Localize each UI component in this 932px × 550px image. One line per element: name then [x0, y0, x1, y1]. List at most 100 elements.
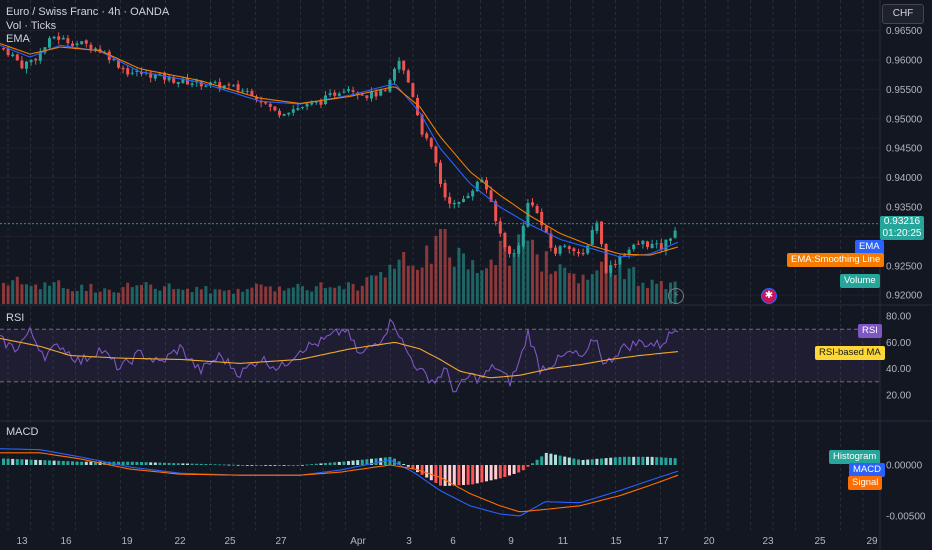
macd-histogram-bar	[388, 456, 392, 465]
candle-body	[186, 77, 189, 85]
currency-button[interactable]: CHF	[882, 4, 924, 24]
macd-histogram-bar	[218, 464, 222, 466]
candle-body	[443, 183, 447, 198]
macd-histogram-bar	[163, 462, 166, 465]
macd-histogram-bar	[416, 465, 419, 473]
candle-body	[264, 101, 268, 104]
candle-body	[452, 202, 456, 205]
volume-bar	[264, 286, 268, 304]
macd-histogram-bar	[448, 465, 452, 486]
candle-body	[549, 233, 553, 248]
volume-bar	[498, 240, 502, 304]
candle-body	[130, 72, 134, 74]
volume-bar	[452, 266, 456, 304]
volume-bar	[577, 283, 580, 304]
candle-body	[190, 83, 194, 86]
candle-body	[296, 108, 300, 110]
time-tick-label: 19	[121, 536, 133, 547]
macd-histogram-bar	[600, 458, 603, 465]
macd-histogram-bar	[503, 465, 507, 477]
macd-histogram-bar	[232, 464, 235, 466]
volume-bar	[600, 261, 603, 304]
candle-body	[153, 74, 157, 79]
candle-body	[121, 67, 125, 70]
price-tick-label: 0.96500	[886, 26, 923, 37]
candle-body	[563, 245, 567, 247]
candles	[2, 32, 677, 487]
volume-bar	[623, 279, 626, 304]
macd-histogram-bar	[61, 460, 65, 465]
price-tick-label: 0.96000	[886, 55, 923, 66]
volume-bar	[324, 288, 327, 304]
macd-histogram-bar	[420, 465, 424, 475]
macd-histogram-bar	[370, 458, 373, 465]
volume-bar	[471, 260, 475, 304]
volume-bar	[347, 282, 350, 304]
macd-histogram-bar	[75, 461, 79, 465]
price-tick-label: 0.92500	[886, 261, 923, 272]
volume-bar	[190, 292, 194, 304]
volume-bar	[121, 287, 125, 304]
time-tick-label: Apr	[350, 536, 366, 547]
last-price-box: 0.93216 01:20:25	[880, 216, 924, 240]
macd-histogram-bar	[117, 461, 120, 465]
macd-histogram-bar	[609, 457, 613, 465]
rsi-band	[0, 329, 880, 382]
volume-bar	[20, 284, 24, 304]
candle-body	[411, 83, 415, 97]
candle-body	[370, 91, 373, 99]
volume-bar	[273, 291, 277, 304]
candle-body	[57, 36, 61, 40]
candle-body	[48, 38, 51, 48]
macd-histogram-bar	[650, 456, 654, 465]
macd-histogram-bar	[158, 462, 162, 465]
volume-bar	[466, 269, 470, 304]
macd-histogram-bar	[466, 465, 470, 485]
candle-body	[558, 246, 562, 254]
candle-body	[135, 70, 139, 72]
volume-bar	[296, 283, 300, 304]
candle-body	[572, 248, 576, 252]
time-tick-label: 6	[450, 536, 456, 547]
macd-histogram-bar	[613, 457, 617, 465]
macd-histogram-bar	[255, 465, 258, 466]
macd-tag: MACD	[849, 463, 885, 477]
macd-histogram-bar	[268, 465, 272, 466]
macd-histogram-bar	[590, 459, 594, 465]
macd-histogram-bar	[278, 465, 281, 466]
rsi-ma-tag: RSI-based MA	[815, 346, 885, 360]
volume-bar	[604, 266, 608, 304]
candle-body	[383, 90, 387, 92]
volume-tag: Volume	[840, 274, 880, 288]
macd-histogram-bar	[673, 458, 677, 465]
candle-body	[618, 256, 622, 265]
lightning-icon[interactable]: ⚡	[668, 288, 684, 304]
candle-body	[199, 80, 203, 87]
volume-bar	[572, 273, 576, 304]
volume-bar	[94, 292, 97, 304]
rsi-tick-label: 40.00	[886, 364, 911, 375]
volume-bar	[38, 289, 42, 304]
candle-body	[544, 226, 548, 234]
candle-body	[347, 89, 350, 91]
candle-body	[140, 71, 143, 74]
price-tick-label: 0.94500	[886, 144, 923, 155]
event-icon[interactable]: ✱	[761, 288, 777, 304]
volume-bar	[48, 285, 51, 304]
volume-bar	[287, 288, 291, 304]
price-tick-label: 0.92000	[886, 291, 923, 302]
candle-body	[471, 190, 475, 197]
macd-histogram-bar	[439, 465, 442, 486]
macd-histogram-bar	[172, 463, 176, 465]
time-tick-label: 25	[814, 536, 826, 547]
macd-histogram-bar	[319, 463, 323, 465]
macd-histogram-bar	[659, 457, 663, 465]
candle-body	[636, 243, 640, 245]
macd-histogram-bar	[397, 461, 401, 465]
volume-bar	[508, 265, 511, 304]
macd-histogram-bar	[457, 465, 461, 486]
candle-body	[388, 79, 392, 92]
candle-body	[305, 103, 309, 107]
macd-histogram-bar	[618, 456, 622, 465]
